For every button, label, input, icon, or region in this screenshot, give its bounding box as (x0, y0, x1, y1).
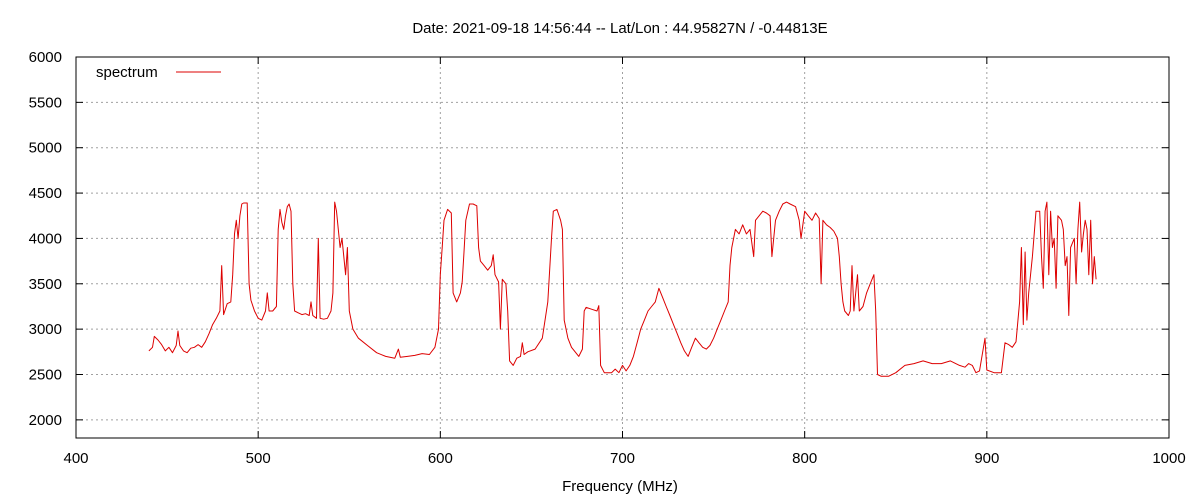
x-tick-label: 800 (792, 450, 817, 467)
x-tick-label: 1000 (1152, 450, 1185, 467)
x-tick-label: 400 (63, 450, 88, 467)
y-tick-label: 4000 (29, 230, 62, 247)
y-tick-label: 2500 (29, 367, 62, 384)
legend: spectrum (96, 64, 221, 81)
series-line-spectrum (148, 201, 1097, 377)
plot-frame (75, 56, 1170, 439)
y-tick-label: 4500 (29, 185, 62, 202)
x-tick-label: 600 (428, 450, 453, 467)
y-tick-label: 6000 (29, 49, 62, 66)
x-tick-label: 700 (610, 450, 635, 467)
series-layer (148, 201, 1097, 377)
y-tick-label: 5000 (29, 140, 62, 157)
x-tick-label: 900 (974, 450, 999, 467)
y-tick-label: 5500 (29, 94, 62, 111)
x-tick-label: 500 (246, 450, 271, 467)
y-tick-label: 2000 (29, 412, 62, 429)
y-tick-label: 3500 (29, 276, 62, 293)
grid (76, 57, 1169, 438)
axis-ticks: 400 500 600 700 800 900 1000 2000 2500 3000 3500 40… (29, 49, 1186, 467)
chart-title: Date: 2021-09-18 14:56:44 -- Lat/Lon : 4… (412, 20, 827, 37)
x-axis-label: Frequency (MHz) (562, 478, 678, 495)
legend-label: spectrum (96, 64, 158, 81)
y-tick-label: 3000 (29, 321, 62, 338)
